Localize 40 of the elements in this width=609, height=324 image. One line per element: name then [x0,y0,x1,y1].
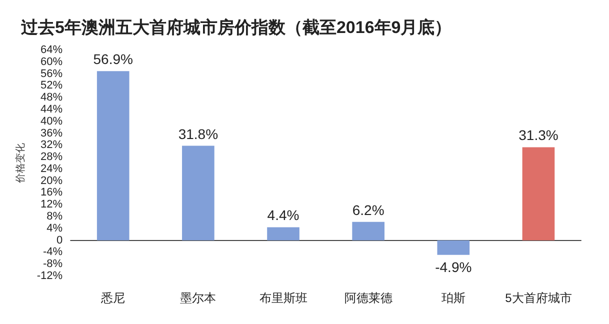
y-tick-label: 44% [40,103,63,116]
x-tick-label: 布里斯班 [259,291,308,305]
y-tick-label: 4% [46,222,63,234]
y-tick-label: 60% [40,56,63,68]
bar [267,227,300,240]
y-tick-label: -4% [43,246,63,258]
data-label: -4.9% [435,258,472,275]
y-tick-label: 0 [56,234,63,246]
data-label: 31.3% [518,127,558,144]
y-tick-label: 16% [40,186,63,199]
y-tick-label: 24% [40,162,63,175]
y-tick-label: 20% [40,174,63,187]
data-label: 4.4% [267,207,300,224]
x-tick-label: 悉尼 [100,291,126,305]
x-tick-label: 阿德莱德 [344,291,392,305]
y-tick-label: -8% [43,258,63,270]
y-tick-label: 40% [40,115,63,128]
bar [352,222,384,240]
data-label: 31.8% [178,126,218,142]
bar [437,240,470,255]
y-tick-label: 12% [40,198,63,211]
y-tick-label: 64% [40,44,63,56]
data-label: 56.9% [93,51,133,68]
data-label: 6.2% [352,202,384,218]
y-tick-label: 48% [40,92,63,104]
x-tick-label: 珀斯 [441,291,466,305]
x-tick-label: 5大首府城市 [505,291,572,305]
y-tick-label: 32% [40,139,63,152]
bar [182,146,214,240]
chart-title: 过去5年澳洲五大首府城市房价指数（截至2016年9月底） [20,18,452,37]
x-tick-label: 墨尔本 [180,291,216,305]
y-tick-label: 56% [40,68,63,80]
y-tick-label: 36% [40,127,63,140]
bar [96,71,130,240]
y-tick-label: 8% [46,210,63,223]
y-tick-label: 28% [40,151,63,164]
y-tick-label: -12% [36,270,63,282]
bar [522,147,555,240]
y-tick-label: 52% [40,80,63,92]
y-axis-title: 价格变化 [14,143,26,184]
